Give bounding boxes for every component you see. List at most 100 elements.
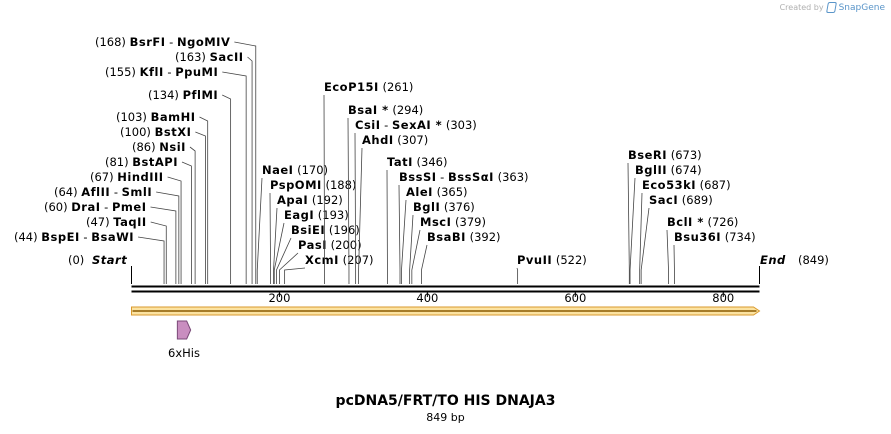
enzyme-name: PvuII — [517, 253, 552, 267]
start-label-text: Start — [92, 253, 127, 267]
enzyme-position: (81) — [105, 155, 132, 169]
enzyme-position: (522) — [552, 253, 587, 267]
enzyme-leader-line — [411, 229, 421, 284]
enzyme-label[interactable]: (163) SacII — [175, 50, 244, 64]
enzyme-label[interactable]: ApaI (192) — [277, 193, 343, 207]
enzyme-label[interactable]: PasI (200) — [298, 238, 362, 252]
enzyme-label[interactable]: PspOMI (188) — [270, 178, 356, 192]
enzyme-name: NaeI — [262, 163, 293, 177]
enzyme-label[interactable]: BglI (376) — [413, 200, 475, 214]
enzyme-label[interactable]: (168) BsrFI - NgoMIV — [95, 35, 230, 49]
enzyme-leader-line — [222, 94, 232, 284]
enzyme-label[interactable]: BseRI (673) — [628, 148, 702, 162]
enzyme-label[interactable]: (47) TaqII — [86, 215, 147, 229]
enzyme-name: NsiI — [159, 140, 186, 154]
ruler-tick-label: 200 — [268, 291, 290, 305]
enzyme-name: TaqII — [113, 215, 146, 229]
enzyme-label[interactable]: BsaBI (392) — [427, 230, 501, 244]
enzyme-leader-line — [640, 207, 650, 284]
enzyme-separator: - — [437, 170, 448, 184]
enzyme-leader-line — [323, 94, 325, 284]
enzyme-leader-line — [269, 192, 271, 284]
enzyme-leader-line — [401, 199, 407, 284]
enzyme-name: BsiEI — [291, 223, 325, 237]
enzyme-label[interactable]: (67) HindIII — [90, 170, 164, 184]
enzyme-label[interactable]: (64) AflII - SmlI — [54, 185, 152, 199]
enzyme-label[interactable]: BglII (674) — [635, 163, 702, 177]
enzyme-leader-line — [256, 177, 263, 284]
enzyme-label[interactable]: TatI (346) — [387, 155, 448, 169]
enzyme-name: XcmI — [305, 253, 339, 267]
enzyme-label[interactable]: SacI (689) — [649, 193, 713, 207]
enzyme-name: BsrFI — [130, 35, 166, 49]
enzyme-leader-line — [181, 161, 192, 284]
enzyme-label[interactable]: Bsu36I (734) — [674, 230, 756, 244]
enzyme-name: PflMI — [183, 88, 219, 102]
enzyme-label[interactable]: BclI * (726) — [667, 215, 738, 229]
enzyme-leader-line — [666, 229, 669, 284]
enzyme-methylation-mark: * — [693, 215, 704, 229]
enzyme-label[interactable]: BssSI - BssSαI (363) — [399, 170, 529, 184]
enzyme-methylation-mark: * — [378, 103, 389, 117]
enzyme-name: ApaI — [277, 193, 308, 207]
enzyme-label[interactable]: BsiEI (196) — [291, 223, 360, 237]
enzyme-label[interactable]: PvuII (522) — [517, 253, 587, 267]
enzyme-position: (134) — [148, 88, 183, 102]
enzyme-name: TatI — [387, 155, 413, 169]
enzyme-leader-line — [150, 206, 177, 284]
enzyme-label[interactable]: (155) KflI - PpuMI — [105, 65, 218, 79]
credit-text: Created by — [779, 3, 824, 12]
enzyme-label[interactable]: AhdI (307) — [362, 133, 428, 147]
end-position: (849) — [798, 253, 829, 267]
enzyme-label[interactable]: (81) BstAPI — [105, 155, 178, 169]
enzyme-label[interactable]: (103) BamHI — [116, 110, 196, 124]
enzyme-leader-line — [398, 184, 401, 284]
enzyme-name: PspOMI — [270, 178, 322, 192]
enzyme-label[interactable]: CsiI - SexAI * (303) — [355, 118, 477, 132]
credit-brand: SnapGene — [838, 2, 885, 13]
enzyme-leader-line — [639, 192, 643, 284]
enzyme-leader-line — [195, 131, 206, 284]
enzyme-position: (64) — [54, 185, 81, 199]
enzyme-position: (734) — [721, 230, 756, 244]
enzyme-position: (307) — [394, 133, 429, 147]
enzyme-label[interactable]: (86) NsiI — [132, 140, 186, 154]
enzyme-leader-line — [347, 117, 350, 284]
enzyme-separator: - — [110, 185, 121, 199]
enzyme-name: KflI — [140, 65, 164, 79]
enzyme-label[interactable]: Eco53kI (687) — [642, 178, 731, 192]
enzyme-label[interactable]: EagI (193) — [284, 208, 349, 222]
enzyme-name-2: NgoMIV — [177, 35, 230, 49]
enzyme-name: EagI — [284, 208, 314, 222]
enzyme-label[interactable]: AleI (365) — [406, 185, 468, 199]
enzyme-name: BclI — [667, 215, 693, 229]
enzyme-position: (100) — [120, 125, 155, 139]
enzyme-label[interactable]: BsaI * (294) — [348, 103, 423, 117]
enzyme-label[interactable]: NaeI (170) — [262, 163, 328, 177]
enzyme-label[interactable]: (60) DraI - PmeI — [44, 200, 147, 214]
enzyme-label[interactable]: (134) PflMI — [148, 88, 218, 102]
end-label-text: End — [760, 253, 786, 267]
enzyme-label[interactable]: MscI (379) — [420, 215, 486, 229]
enzyme-leader-line — [409, 214, 414, 284]
enzyme-name: BstXI — [155, 125, 192, 139]
enzyme-separator: - — [80, 230, 91, 244]
his-tag-feature[interactable] — [176, 320, 192, 340]
enzyme-label[interactable]: (100) BstXI — [120, 125, 191, 139]
enzyme-name: BglI — [413, 200, 440, 214]
enzyme-name-2: BsaWI — [91, 230, 134, 244]
enzyme-name: HindIII — [117, 170, 163, 184]
enzyme-position: (294) — [389, 103, 424, 117]
enzyme-label[interactable]: EcoP15I (261) — [324, 80, 413, 94]
enzyme-position: (170) — [293, 163, 328, 177]
enzyme-label[interactable]: XcmI (207) — [305, 253, 374, 267]
enzyme-leader-line — [247, 56, 253, 284]
enzyme-name: AhdI — [362, 133, 394, 147]
enzyme-name: BstAPI — [132, 155, 178, 169]
enzyme-position: (168) — [95, 35, 130, 49]
enzyme-position: (346) — [413, 155, 448, 169]
enzyme-leader-line — [421, 244, 428, 284]
enzyme-label[interactable]: (44) BspEI - BsaWI — [14, 230, 134, 244]
enzyme-position: (392) — [466, 230, 501, 244]
